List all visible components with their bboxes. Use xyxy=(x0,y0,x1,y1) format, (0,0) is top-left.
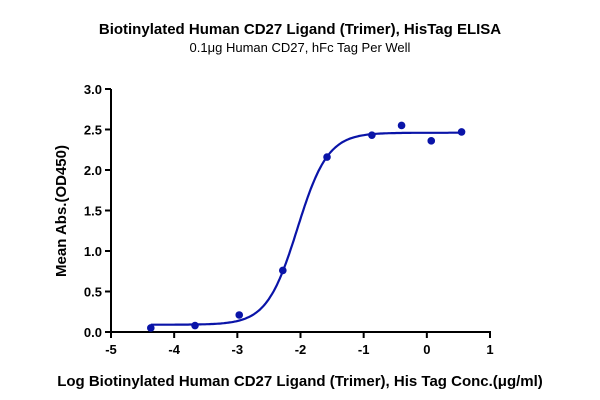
data-point xyxy=(146,324,155,332)
y-axis-label: Mean Abs.(OD450) xyxy=(53,145,70,277)
y-tick-label: 1.5 xyxy=(84,204,102,219)
data-point xyxy=(427,137,436,145)
y-tick-label: 0.5 xyxy=(84,285,102,300)
x-tick-label: -2 xyxy=(295,342,307,357)
x-tick-label: -1 xyxy=(358,342,370,357)
data-point xyxy=(457,128,466,136)
y-tick-label: 1.0 xyxy=(84,244,102,259)
x-tick-label: -5 xyxy=(105,342,117,357)
data-point xyxy=(235,311,244,319)
data-point xyxy=(191,321,199,330)
data-point xyxy=(368,131,376,139)
y-tick-label: 0.0 xyxy=(84,325,102,340)
axes: -5 -4 -3 -2 -1 0 1 0.0 0.5 1.0 1.5 2.0 2.5 3.0 xyxy=(84,82,494,357)
data-point xyxy=(279,266,287,275)
y-tick-label: 2.0 xyxy=(84,163,102,178)
y-tick-label: 2.5 xyxy=(84,123,102,138)
fit-curve xyxy=(150,131,462,326)
x-axis-label: Log Biotinylated Human CD27 Ligand (Trim… xyxy=(57,373,543,390)
x-tick-label: 0 xyxy=(423,342,430,357)
data-points xyxy=(146,121,466,332)
data-point xyxy=(323,153,331,161)
chart-subtitle: 0.1μg Human CD27, hFc Tag Per Well xyxy=(190,40,411,55)
x-tick-label: 1 xyxy=(486,342,493,357)
x-tick-label: -4 xyxy=(168,342,180,357)
x-tick-label: -3 xyxy=(232,342,244,357)
chart-title: Biotinylated Human CD27 Ligand (Trimer),… xyxy=(99,21,501,38)
y-tick-label: 3.0 xyxy=(84,82,102,97)
data-point xyxy=(397,121,406,130)
